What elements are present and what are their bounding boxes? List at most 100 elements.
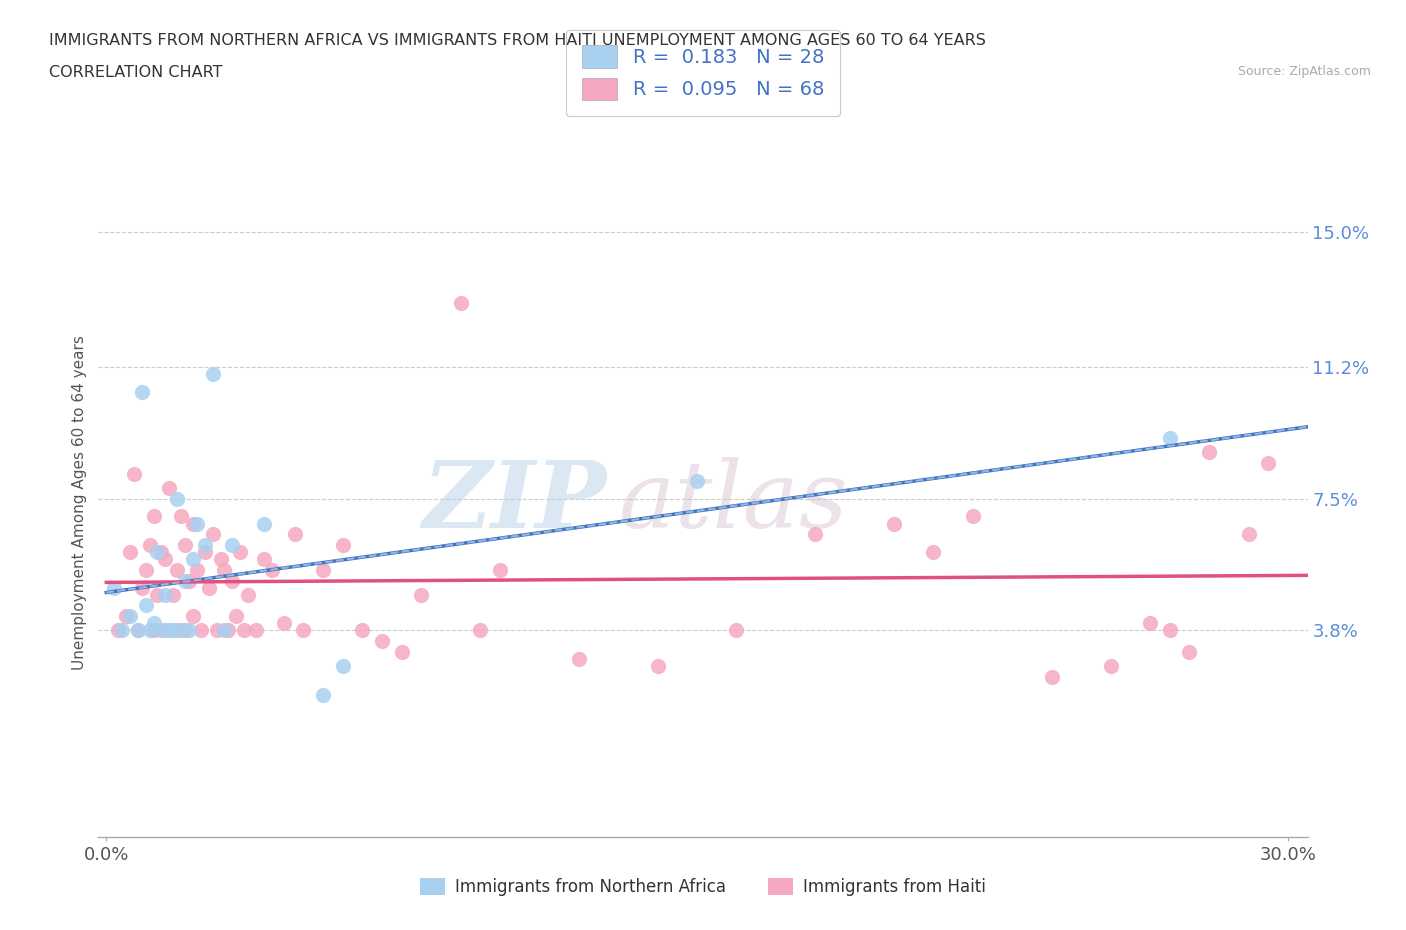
Point [135, 563, 157, 578]
Point [1178, 644, 1201, 659]
Point [174, 573, 197, 588]
Point [229, 545, 252, 560]
Point [142, 616, 165, 631]
Point [450, 296, 472, 311]
Point [166, 623, 188, 638]
Point [103, 580, 125, 595]
Point [1139, 616, 1161, 631]
Point [568, 652, 591, 667]
Point [371, 633, 394, 648]
Point [391, 644, 413, 659]
Point [292, 623, 315, 638]
Point [804, 526, 827, 541]
Point [146, 545, 169, 560]
Point [127, 623, 149, 638]
Point [131, 580, 153, 595]
Point [1198, 445, 1220, 459]
Point [221, 573, 243, 588]
Point [1237, 526, 1260, 541]
Point [489, 563, 512, 578]
Point [312, 687, 335, 702]
Point [190, 623, 212, 638]
Legend: Immigrants from Northern Africa, Immigrants from Haiti: Immigrants from Northern Africa, Immigra… [413, 871, 993, 903]
Point [1159, 623, 1181, 638]
Point [1040, 670, 1063, 684]
Point [142, 623, 165, 638]
Point [155, 623, 177, 638]
Point [186, 516, 208, 531]
Point [1159, 431, 1181, 445]
Point [146, 588, 169, 603]
Point [181, 516, 204, 531]
Point [205, 623, 228, 638]
Point [122, 466, 145, 481]
Point [236, 588, 259, 603]
Point [260, 563, 283, 578]
Point [157, 623, 180, 638]
Point [174, 623, 197, 638]
Legend: R =  0.183   N = 28, R =  0.095   N = 68: R = 0.183 N = 28, R = 0.095 N = 68 [567, 30, 839, 115]
Point [233, 623, 256, 638]
Point [111, 623, 134, 638]
Point [201, 366, 224, 381]
Point [194, 538, 217, 552]
Point [142, 509, 165, 524]
Point [131, 384, 153, 399]
Y-axis label: Unemployment Among Ages 60 to 64 years: Unemployment Among Ages 60 to 64 years [72, 335, 87, 670]
Point [332, 658, 354, 673]
Point [214, 623, 236, 638]
Point [225, 609, 247, 624]
Point [107, 623, 129, 638]
Point [209, 551, 232, 566]
Point [138, 538, 160, 552]
Point [177, 573, 200, 588]
Point [273, 616, 295, 631]
Text: IMMIGRANTS FROM NORTHERN AFRICA VS IMMIGRANTS FROM HAITI UNEMPLOYMENT AMONG AGES: IMMIGRANTS FROM NORTHERN AFRICA VS IMMIG… [49, 33, 986, 47]
Text: ZIP: ZIP [422, 458, 606, 547]
Point [253, 551, 276, 566]
Point [155, 551, 177, 566]
Point [150, 545, 173, 560]
Point [1257, 456, 1279, 471]
Text: CORRELATION CHART: CORRELATION CHART [49, 65, 222, 80]
Point [115, 609, 138, 624]
Point [197, 580, 219, 595]
Point [725, 623, 748, 638]
Text: Source: ZipAtlas.com: Source: ZipAtlas.com [1237, 65, 1371, 78]
Point [157, 481, 180, 496]
Point [162, 588, 184, 603]
Point [253, 516, 276, 531]
Point [312, 563, 335, 578]
Point [166, 563, 188, 578]
Point [214, 563, 236, 578]
Point [181, 609, 204, 624]
Point [686, 473, 709, 488]
Point [170, 623, 193, 638]
Point [135, 598, 157, 613]
Point [166, 491, 188, 506]
Point [245, 623, 267, 638]
Point [194, 545, 217, 560]
Point [883, 516, 905, 531]
Point [922, 545, 945, 560]
Point [284, 526, 307, 541]
Point [962, 509, 984, 524]
Point [221, 538, 243, 552]
Point [170, 509, 193, 524]
Point [162, 623, 184, 638]
Point [352, 623, 374, 638]
Point [470, 623, 492, 638]
Point [138, 623, 160, 638]
Point [1099, 658, 1122, 673]
Point [127, 623, 149, 638]
Point [201, 526, 224, 541]
Point [155, 588, 177, 603]
Text: atlas: atlas [619, 458, 848, 547]
Point [181, 551, 204, 566]
Point [332, 538, 354, 552]
Point [411, 588, 433, 603]
Point [217, 623, 239, 638]
Point [647, 658, 669, 673]
Point [177, 623, 200, 638]
Point [174, 538, 197, 552]
